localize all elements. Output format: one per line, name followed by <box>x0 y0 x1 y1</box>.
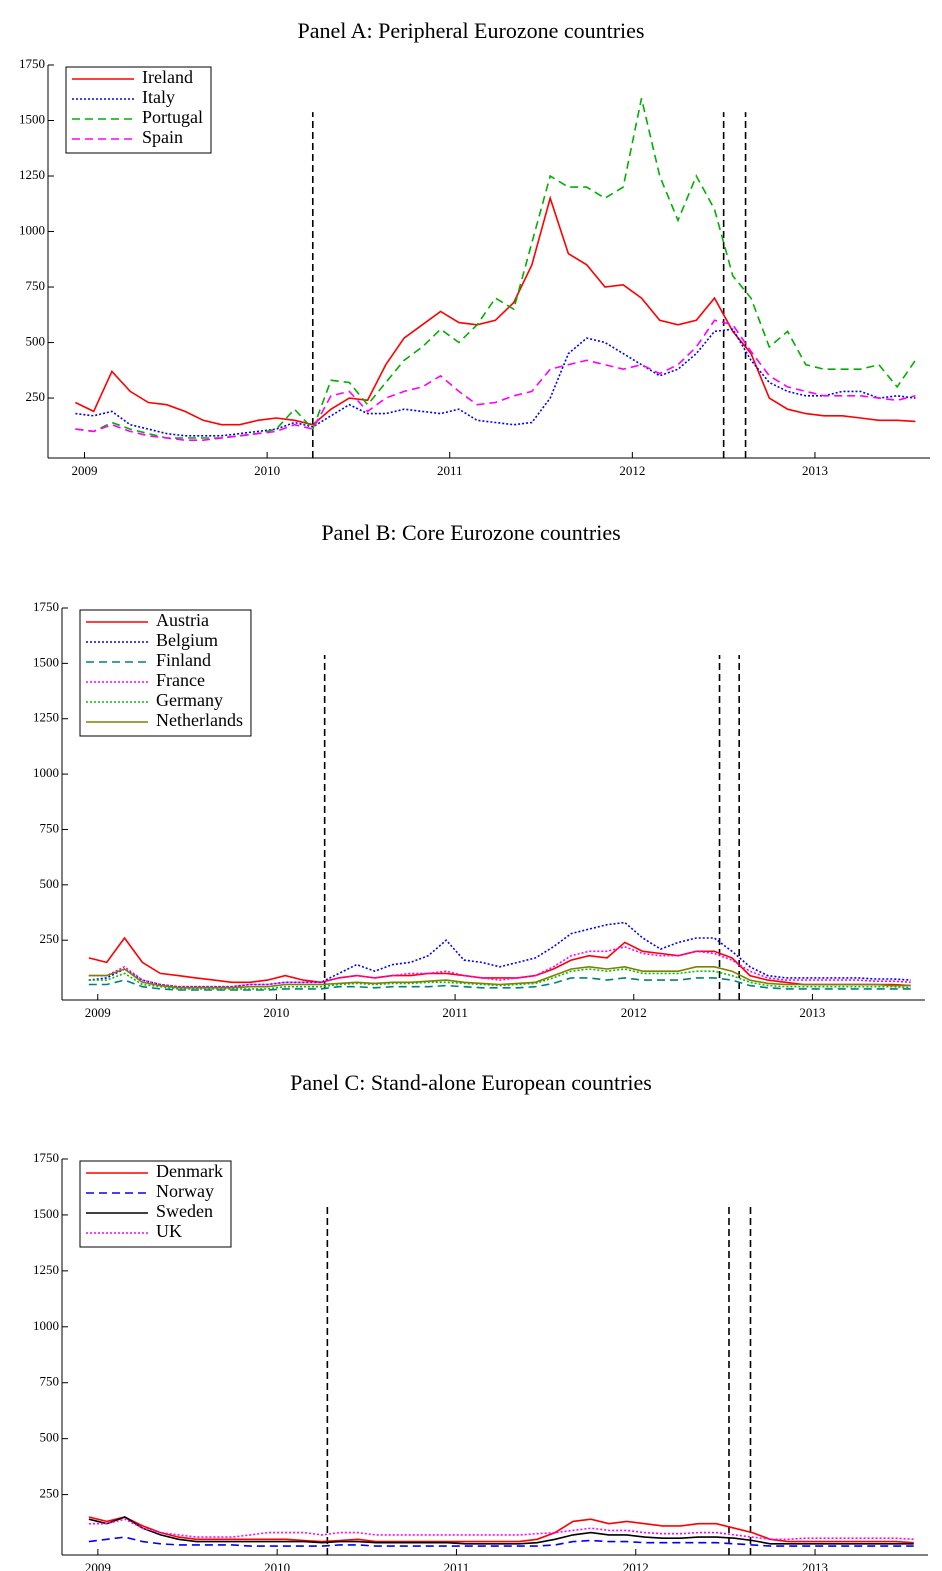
y-tick-label: 1000 <box>33 1318 59 1333</box>
x-tick-label: 2013 <box>799 1005 825 1020</box>
legend-box <box>79 1160 232 1248</box>
x-tick-label: 2010 <box>264 1560 290 1571</box>
y-tick-label: 250 <box>40 931 60 946</box>
x-tick-label: 2010 <box>254 463 280 478</box>
y-tick-label: 1250 <box>19 167 45 182</box>
y-tick-label: 1000 <box>33 765 59 780</box>
legend-label: Austria <box>156 610 209 630</box>
x-tick-label: 2011 <box>437 463 463 478</box>
series-line <box>88 977 911 991</box>
legend-label: Sweden <box>156 1201 213 1221</box>
legend-label: Germany <box>156 690 223 710</box>
series-line <box>75 319 916 441</box>
y-tick-label: 1000 <box>19 223 45 238</box>
x-tick-label: 2013 <box>802 463 828 478</box>
y-tick-label: 1250 <box>33 1262 59 1277</box>
panel-title: Panel A: Peripheral Eurozone countries <box>297 18 644 43</box>
legend-label: Ireland <box>142 67 193 87</box>
series-line <box>88 968 911 990</box>
series-line <box>88 921 911 988</box>
legend-label: Denmark <box>156 1161 223 1181</box>
y-tick-label: 750 <box>40 820 60 835</box>
legend-label: France <box>156 670 205 690</box>
legend-label: Portugal <box>142 107 203 127</box>
legend-label: Belgium <box>156 630 218 650</box>
y-tick-label: 250 <box>26 389 46 404</box>
x-tick-label: 2012 <box>623 1560 649 1571</box>
x-tick-label: 2011 <box>442 1005 468 1020</box>
x-tick-label: 2013 <box>802 1560 828 1571</box>
y-tick-label: 500 <box>40 1430 60 1445</box>
y-tick-label: 1750 <box>19 56 45 71</box>
y-tick-label: 500 <box>40 876 60 891</box>
series-line <box>88 1518 914 1541</box>
legend-label: Netherlands <box>156 710 243 730</box>
legend-label: UK <box>156 1221 182 1241</box>
series-line <box>75 195 916 426</box>
series-line <box>88 945 911 988</box>
series-line <box>88 936 911 987</box>
series-line <box>88 965 911 989</box>
legend-label: Italy <box>142 87 175 107</box>
y-tick-label: 1500 <box>33 1206 59 1221</box>
x-tick-label: 2009 <box>72 463 98 478</box>
legend-label: Norway <box>156 1181 214 1201</box>
legend-label: Spain <box>142 127 183 147</box>
x-tick-label: 2012 <box>619 463 645 478</box>
y-tick-label: 500 <box>26 334 46 349</box>
y-tick-label: 1500 <box>33 654 59 669</box>
x-tick-label: 2012 <box>621 1005 647 1020</box>
x-tick-label: 2010 <box>263 1005 289 1020</box>
series-line <box>88 1516 914 1545</box>
series-line <box>75 328 916 437</box>
x-tick-label: 2009 <box>85 1560 111 1571</box>
legend-label: Finland <box>156 650 211 670</box>
panel-title: Panel B: Core Eurozone countries <box>321 520 620 545</box>
y-tick-label: 1250 <box>33 710 59 725</box>
y-tick-label: 750 <box>26 278 46 293</box>
series-line <box>88 1516 914 1544</box>
y-tick-label: 750 <box>40 1374 60 1389</box>
legend-box <box>79 609 252 737</box>
y-tick-label: 1750 <box>33 1150 59 1165</box>
y-tick-label: 1500 <box>19 111 45 126</box>
y-tick-label: 1750 <box>33 599 59 614</box>
x-tick-label: 2011 <box>444 1560 470 1571</box>
panel-title: Panel C: Stand-alone European countries <box>290 1070 652 1095</box>
x-tick-label: 2009 <box>85 1005 111 1020</box>
y-tick-label: 250 <box>40 1486 60 1501</box>
